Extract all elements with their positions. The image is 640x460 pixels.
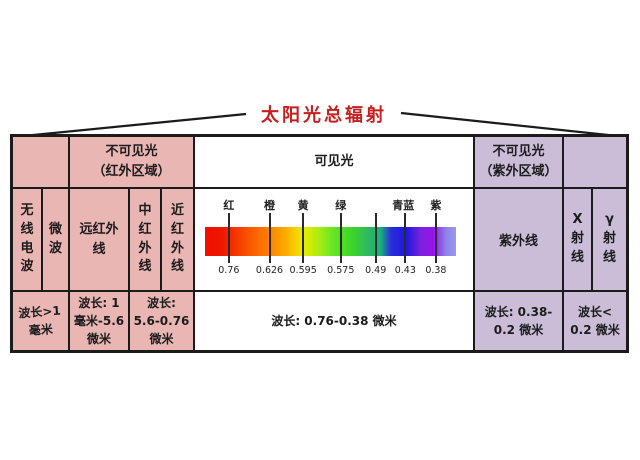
spectrum-tick-value: 0.43 — [394, 265, 416, 276]
spectrum-tick-value: 0.49 — [365, 265, 387, 276]
wavelength-mid-near-ir-line2: 5.6-0.76 — [133, 314, 190, 328]
cell-wavelength-far-ir: 波长: 1 毫米-5.6 微米 — [70, 292, 130, 350]
spectrum-color-label: 青蓝 — [392, 199, 415, 212]
spectrum-color-label: 红 — [223, 199, 235, 212]
gamma-ray-label: γ射线 — [602, 212, 616, 265]
wavelength-far-ir-line2: 毫米-5.6 — [73, 314, 125, 328]
wavelength-radio-text: 波长>1 毫米 — [18, 302, 63, 341]
wavelength-far-ir-line3: 微米 — [86, 332, 111, 346]
spectrum-tick-value: 0.38 — [425, 265, 447, 276]
spectrum-table: 不可见光 （红外区域） 可见光 不可见光 （紫外区域） 无线电波 微波 远红外线… — [10, 134, 629, 353]
cell-visible-header: 可见光 — [195, 137, 475, 189]
spectrum-tick-value: 0.595 — [289, 265, 317, 276]
wavelength-xray-gamma-line2: 0.2 微米 — [570, 323, 620, 337]
wavelength-uv-line1: 波长: 0.38- — [484, 305, 553, 319]
uv-header-text: 不可见光 （紫外区域） — [479, 142, 557, 182]
wavelength-uv-text: 波长: 0.38- 0.2 微米 — [485, 303, 553, 339]
cell-wavelength-visible: 波长: 0.76-0.38 微米 — [195, 292, 475, 350]
cell-xray: X射线 — [564, 189, 593, 292]
cell-radio-waves: 无线电波 — [13, 189, 43, 292]
visible-header-text: 可见光 — [314, 153, 354, 169]
spectrum-tick-value: 0.575 — [327, 265, 355, 276]
wavelength-visible-line1: 波长: 0.76-0.38 微米 — [271, 314, 397, 328]
cell-wavelength-xray-gamma: 波长< 0.2 微米 — [564, 292, 626, 350]
wavelength-radio-line2: 毫米 — [28, 322, 54, 338]
wavelength-radio-line1: 波长>1 — [18, 303, 62, 321]
infrared-header-line1: 不可见光 — [105, 143, 158, 159]
cell-wavelength-mid-near-ir: 波长: 5.6-0.76 微米 — [130, 292, 195, 350]
cell-wavelength-uv: 波长: 0.38- 0.2 微米 — [475, 292, 564, 350]
spectrum-color-label: 橙 — [264, 199, 275, 212]
cell-far-infrared: 远红外线 — [70, 189, 130, 292]
mid-infrared-label: 中红外线 — [138, 202, 152, 275]
spectrum-color-label: 黄 — [297, 199, 309, 212]
cell-uv-header: 不可见光 （紫外区域） — [475, 137, 564, 189]
cell-infrared-left-blank — [13, 137, 70, 189]
far-infrared-label: 远红外线 — [79, 222, 119, 257]
cell-mid-infrared: 中红外线 — [130, 189, 162, 292]
wavelength-xray-gamma-text: 波长< 0.2 微米 — [570, 303, 619, 339]
spectrum-color-label: 绿 — [335, 199, 347, 212]
wavelength-mid-near-ir-line1: 波长: — [147, 296, 176, 310]
microwave-label: 微波 — [48, 221, 62, 256]
spectrum-tick — [374, 213, 377, 263]
cell-infrared-header: 不可见光 （红外区域） — [70, 137, 195, 189]
spectrum-layer: 0.76 0.626 0.595 0.575 0.49 0.43 0.38 红 橙 黄 绿 青蓝 紫 — [205, 189, 456, 290]
infrared-header-line2: （红外区域） — [92, 164, 171, 179]
wavelength-mid-near-ir-line3: 微米 — [149, 332, 174, 346]
wavelength-far-ir-line1: 波长: 1 — [78, 296, 120, 310]
ultraviolet-label: 紫外线 — [498, 234, 538, 249]
cell-gamma-ray: γ射线 — [593, 189, 626, 292]
wavelength-far-ir-text: 波长: 1 毫米-5.6 微米 — [74, 294, 124, 348]
uv-header-line2: （紫外区域） — [479, 164, 558, 179]
radio-waves-label: 无线电波 — [20, 202, 34, 275]
wavelength-mid-near-ir-text: 波长: 5.6-0.76 微米 — [134, 294, 190, 348]
spectrum-tick — [339, 213, 342, 263]
cell-ultraviolet: 紫外线 — [475, 189, 564, 292]
spectrum-tick-value: 0.626 — [255, 265, 284, 276]
spectrum-bar — [205, 227, 456, 256]
spectrum-tick — [227, 213, 230, 263]
spectrum-color-label: 紫 — [430, 199, 442, 212]
diagram-title: 太阳光总辐射 — [261, 105, 387, 126]
cell-wavelength-radio: 波长>1 毫米 — [13, 292, 70, 350]
cell-microwave: 微波 — [43, 189, 70, 292]
wavelength-visible-text: 波长: 0.76-0.38 微米 — [271, 312, 396, 330]
wavelength-xray-gamma-line1: 波长< — [577, 305, 613, 319]
uv-header-line1: 不可见光 — [492, 143, 545, 159]
spectrum-tick — [434, 213, 437, 263]
wavelength-uv-line2: 0.2 微米 — [493, 323, 544, 337]
cell-visible-spectrum: 0.76 0.626 0.595 0.575 0.49 0.43 0.38 红 橙 黄 绿 青蓝 紫 — [195, 189, 475, 292]
infrared-header-text: 不可见光 （红外区域） — [92, 142, 170, 182]
spectrum-tick — [404, 213, 407, 263]
spectrum-tick — [302, 213, 305, 263]
xray-label: X射线 — [570, 212, 584, 265]
spectrum-tick — [268, 213, 271, 263]
near-infrared-label: 近红外线 — [170, 202, 184, 275]
cell-uv-right-blank — [564, 137, 626, 189]
cell-near-infrared: 近红外线 — [162, 189, 195, 292]
spectrum-tick-value: 0.76 — [218, 265, 240, 276]
